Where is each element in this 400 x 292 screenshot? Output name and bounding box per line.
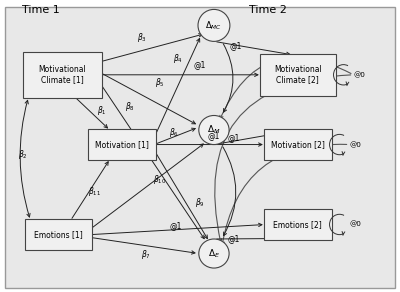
Text: $\beta_{10}$: $\beta_{10}$	[154, 173, 167, 186]
Text: $\beta_3$: $\beta_3$	[137, 31, 147, 44]
FancyBboxPatch shape	[88, 129, 156, 160]
FancyBboxPatch shape	[264, 129, 332, 160]
Text: Time 1: Time 1	[22, 5, 60, 15]
Text: Emotions [2]: Emotions [2]	[273, 220, 322, 229]
Text: @1: @1	[228, 234, 240, 243]
Text: $\beta_6$: $\beta_6$	[169, 126, 179, 139]
Text: $\Delta_{MC}$: $\Delta_{MC}$	[206, 19, 222, 32]
Text: @0: @0	[350, 141, 361, 148]
Text: @0: @0	[350, 221, 361, 228]
Text: Motivational
Climate [1]: Motivational Climate [1]	[39, 65, 86, 84]
Text: Motivation [1]: Motivation [1]	[95, 140, 149, 149]
Text: Motivational
Climate [2]: Motivational Climate [2]	[274, 65, 322, 84]
Text: $\Delta_{M}$: $\Delta_{M}$	[207, 124, 221, 136]
Text: Time 2: Time 2	[249, 5, 287, 15]
Text: $\beta_1$: $\beta_1$	[98, 104, 107, 117]
Text: $\Delta_{E}$: $\Delta_{E}$	[208, 247, 220, 260]
FancyBboxPatch shape	[264, 209, 332, 240]
Text: @1: @1	[208, 131, 220, 140]
Text: $\beta_4$: $\beta_4$	[173, 52, 183, 65]
Ellipse shape	[199, 239, 229, 268]
Text: @1: @1	[194, 60, 206, 69]
Text: @1: @1	[170, 221, 182, 230]
Text: Emotions [1]: Emotions [1]	[34, 230, 83, 239]
Text: @0: @0	[354, 72, 365, 78]
Text: $\beta_7$: $\beta_7$	[141, 248, 151, 261]
Text: $\beta_2$: $\beta_2$	[18, 148, 28, 161]
Ellipse shape	[199, 115, 229, 145]
Text: @1: @1	[230, 41, 242, 50]
FancyBboxPatch shape	[23, 52, 102, 98]
FancyBboxPatch shape	[5, 6, 395, 288]
Text: $\beta_5$: $\beta_5$	[155, 76, 165, 88]
Text: $\beta_9$: $\beta_9$	[195, 196, 205, 209]
Text: $\beta_{11}$: $\beta_{11}$	[88, 185, 101, 198]
Text: $\beta_8$: $\beta_8$	[125, 100, 135, 113]
FancyBboxPatch shape	[260, 54, 336, 96]
Text: Motivation [2]: Motivation [2]	[271, 140, 324, 149]
Text: @1: @1	[228, 133, 240, 142]
FancyBboxPatch shape	[25, 219, 92, 250]
Ellipse shape	[198, 9, 230, 41]
